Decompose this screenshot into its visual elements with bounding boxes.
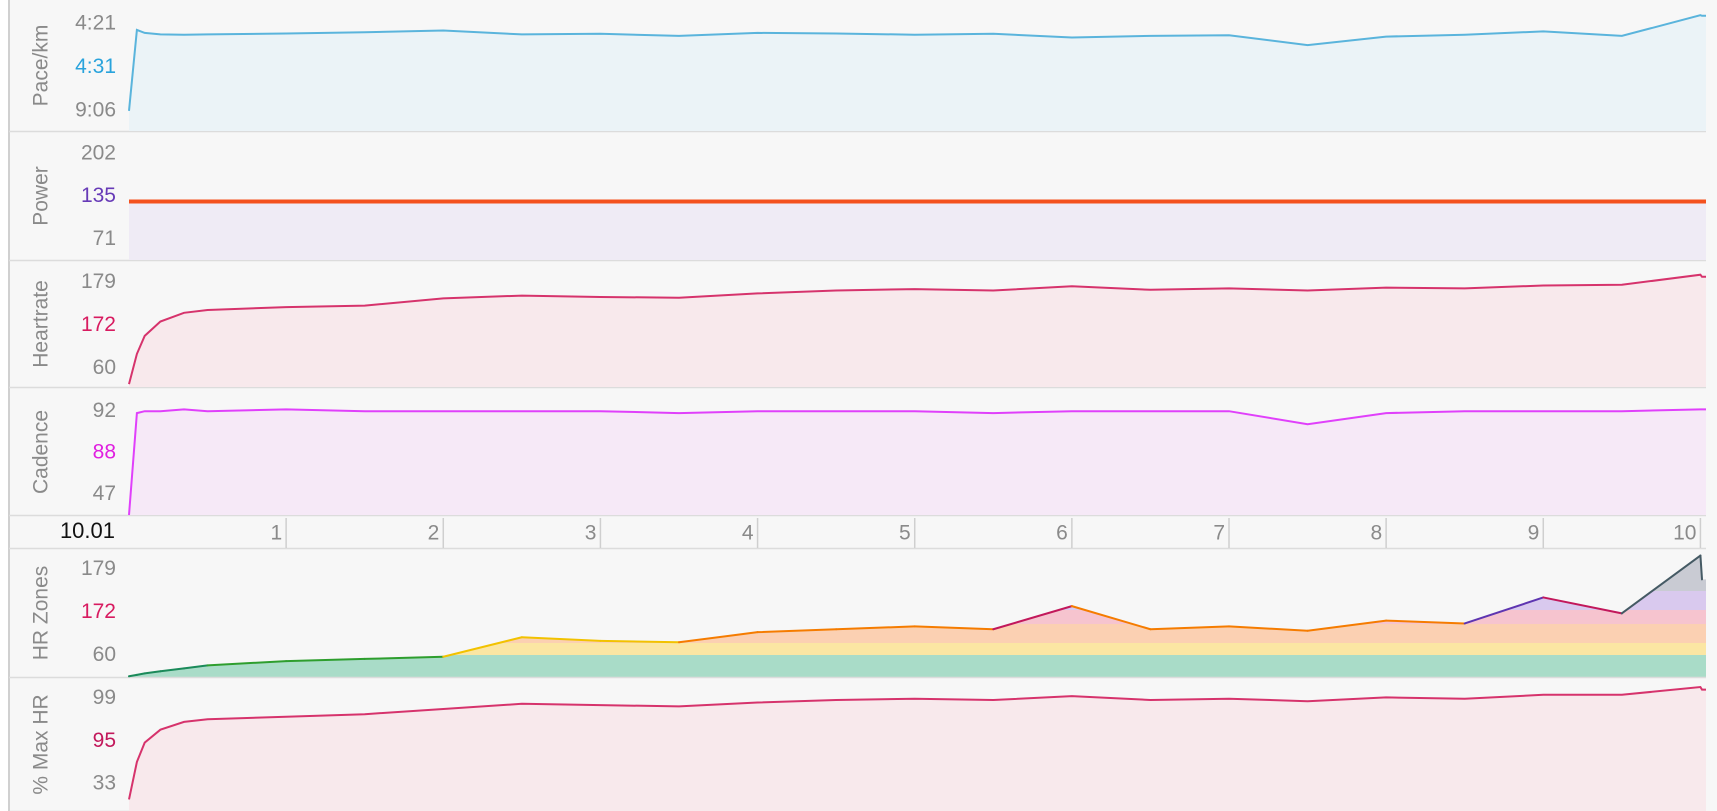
zone-line-segment	[135, 672, 146, 676]
y-axis-label: Pace/km	[30, 25, 53, 107]
y-tick-label: 179	[81, 270, 116, 293]
zone-line-segment	[1228, 625, 1309, 632]
zone-line-segment	[183, 664, 209, 670]
zone-line-segment	[1542, 596, 1623, 615]
zone-line-segment	[756, 628, 838, 634]
y-tick-label: 60	[93, 643, 116, 666]
zone-line-segment	[1463, 596, 1545, 625]
zone-line-segment	[835, 625, 916, 631]
area-fill	[129, 15, 1706, 132]
x-tick-label: 10	[1673, 522, 1696, 545]
area-fill	[129, 687, 1706, 811]
avg-label: 95	[93, 729, 116, 752]
x-tick-label: 6	[1056, 522, 1068, 545]
x-tick-label: 4	[742, 522, 754, 545]
data-line	[128, 685, 1706, 800]
zone-band	[129, 643, 1706, 655]
y-tick-label: 99	[93, 686, 116, 709]
area-fill	[129, 274, 1706, 387]
area-fill	[129, 201, 1706, 260]
zone-line-segment	[442, 636, 523, 658]
y-tick-label: 179	[81, 557, 116, 580]
area-fill	[129, 409, 1706, 515]
y-axis-label: HR Zones	[30, 566, 53, 661]
y-tick-label: 92	[93, 399, 116, 422]
zone-line-segment	[143, 670, 162, 675]
zone-line-segment	[1149, 625, 1230, 631]
y-axis-label: Power	[30, 166, 53, 226]
y-tick-label: 71	[93, 227, 116, 250]
data-line	[128, 273, 1706, 385]
x-tick-label: 8	[1370, 522, 1382, 545]
y-tick-label: 9:06	[75, 98, 116, 121]
zone-line-segment	[520, 636, 602, 642]
x-tick-label: 1	[270, 522, 282, 545]
zone-band	[129, 655, 1706, 677]
zone-line-segment	[599, 639, 680, 644]
zone-line-segment	[159, 667, 185, 673]
zone-line-segment	[206, 660, 288, 667]
zone-line-segment	[992, 605, 1073, 631]
y-tick-label: 4:21	[75, 12, 116, 35]
avg-label: 4:31	[75, 55, 116, 78]
zone-line-segment	[1306, 619, 1388, 632]
zone-line-segment	[363, 655, 445, 660]
zone-line-segment	[913, 625, 995, 631]
x-tick-label: 3	[585, 522, 597, 545]
zone-line-segment	[285, 657, 366, 663]
y-axis-label: Cadence	[30, 410, 53, 494]
avg-label: 172	[81, 313, 116, 336]
x-tick-label: 9	[1528, 522, 1540, 545]
data-line	[128, 14, 1706, 111]
zone-line-segment	[1385, 619, 1466, 625]
data-line	[128, 408, 1706, 516]
zone-line-segment	[1699, 554, 1703, 581]
x-tick-label: 5	[899, 522, 911, 545]
avg-label: 135	[81, 184, 116, 207]
zone-line-segment	[1620, 554, 1702, 615]
zone-line-segment	[678, 631, 759, 644]
avg-label: 172	[81, 600, 116, 623]
zone-line-segment	[128, 673, 138, 678]
y-tick-label: 33	[93, 771, 116, 794]
total-distance: 10.01	[60, 518, 115, 543]
avg-label: 88	[93, 440, 116, 463]
y-tick-label: 47	[93, 482, 116, 505]
x-tick-label: 7	[1213, 522, 1225, 545]
x-tick-label: 2	[428, 522, 440, 545]
zone-line-segment	[1070, 605, 1152, 631]
y-axis-label: Heartrate	[30, 280, 53, 368]
y-tick-label: 202	[81, 142, 116, 165]
y-axis-label: % Max HR	[30, 694, 53, 794]
y-tick-label: 60	[93, 356, 116, 379]
